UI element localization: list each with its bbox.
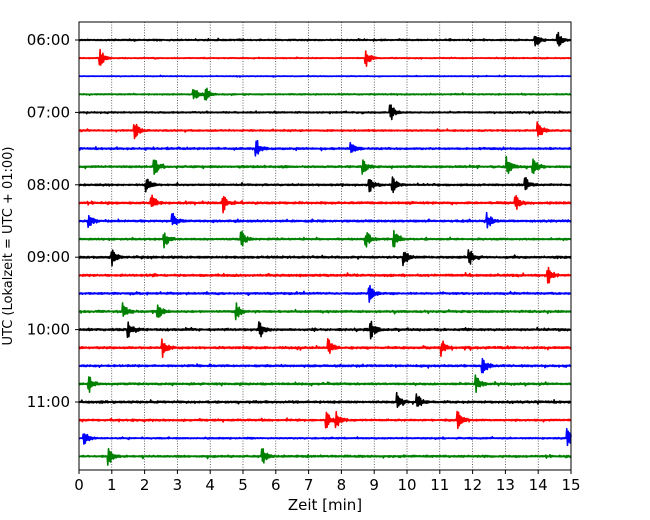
trace-line bbox=[78, 121, 572, 140]
trace-group bbox=[78, 31, 572, 466]
trace-line bbox=[78, 194, 572, 214]
trace-line bbox=[78, 87, 572, 101]
trace-line bbox=[78, 266, 572, 284]
x-tick-label: 3 bbox=[173, 476, 183, 494]
trace-line bbox=[78, 155, 572, 175]
y-tick-label: 11:00 bbox=[27, 393, 70, 411]
trace-line bbox=[78, 338, 572, 359]
y-axis-label: UTC (Lokalzeit = UTC + 01:00) bbox=[1, 147, 16, 346]
x-axis-label: Zeit [min] bbox=[288, 496, 362, 514]
x-tick-label: 7 bbox=[304, 476, 314, 494]
x-tick-label: 10 bbox=[397, 476, 416, 494]
trace-line bbox=[78, 48, 572, 67]
trace-line bbox=[78, 139, 572, 157]
x-tick-label: 0 bbox=[74, 476, 84, 494]
x-tick-label: 2 bbox=[140, 476, 150, 494]
trace-line bbox=[78, 74, 572, 78]
trace-line bbox=[78, 211, 572, 229]
x-tick-label: 15 bbox=[561, 476, 580, 494]
y-tick-label: 06:00 bbox=[27, 31, 70, 49]
trace-line bbox=[78, 410, 572, 430]
x-tick-label: 8 bbox=[337, 476, 347, 494]
x-tick-label: 6 bbox=[271, 476, 281, 494]
x-tick-label: 9 bbox=[369, 476, 379, 494]
y-tick-label: 08:00 bbox=[27, 176, 70, 194]
trace-line bbox=[78, 284, 572, 303]
plot-frame bbox=[78, 21, 572, 471]
trace-line bbox=[78, 391, 572, 409]
x-tick-label: 13 bbox=[496, 476, 515, 494]
trace-line bbox=[78, 104, 572, 121]
y-tick-label: 07:00 bbox=[27, 103, 70, 121]
y-tick-label: 10:00 bbox=[27, 321, 70, 339]
trace-line bbox=[78, 374, 572, 394]
trace-line bbox=[78, 302, 572, 321]
x-tick-label: 14 bbox=[529, 476, 548, 494]
y-tick-label: 09:00 bbox=[27, 248, 70, 266]
trace-line bbox=[78, 31, 572, 47]
trace-line bbox=[78, 447, 572, 466]
trace-line bbox=[78, 428, 572, 447]
x-tick-label: 5 bbox=[238, 476, 248, 494]
x-tick-label: 12 bbox=[463, 476, 482, 494]
trace-line bbox=[78, 357, 572, 374]
x-tick-label: 4 bbox=[205, 476, 215, 494]
x-tick-label: 11 bbox=[430, 476, 449, 494]
trace-line bbox=[78, 229, 572, 249]
y-axis: 06:00 07:00 08:00 09:00 10:00 11:00 bbox=[27, 31, 79, 411]
vertical-grid bbox=[111, 22, 539, 470]
x-axis: 0 1 2 3 4 5 6 7 8 9 10 11 12 13 14 15 bbox=[74, 470, 581, 494]
trace-line bbox=[78, 320, 572, 340]
x-tick-label: 1 bbox=[107, 476, 117, 494]
trace-line bbox=[78, 249, 572, 267]
trace-line bbox=[78, 176, 572, 194]
